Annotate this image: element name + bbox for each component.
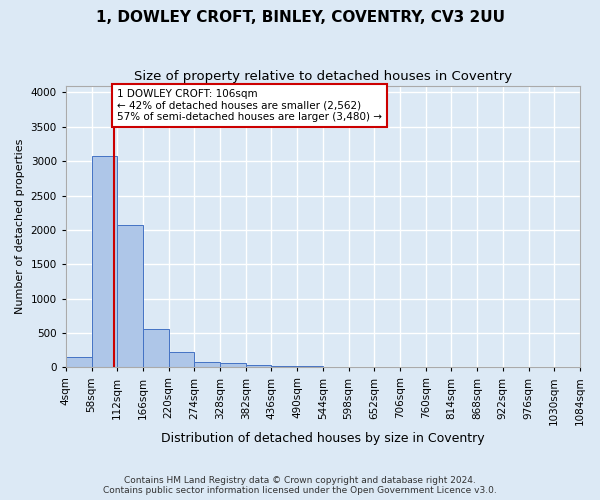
Bar [194,362,220,368]
Bar [169,352,194,368]
Y-axis label: Number of detached properties: Number of detached properties [15,139,25,314]
Bar [220,364,246,368]
Bar [143,329,169,368]
Title: Size of property relative to detached houses in Coventry: Size of property relative to detached ho… [134,70,512,83]
Text: 1, DOWLEY CROFT, BINLEY, COVENTRY, CV3 2UU: 1, DOWLEY CROFT, BINLEY, COVENTRY, CV3 2… [95,10,505,25]
Bar [246,364,271,368]
Bar [117,225,143,368]
Text: Contains HM Land Registry data © Crown copyright and database right 2024.
Contai: Contains HM Land Registry data © Crown c… [103,476,497,495]
Bar [271,366,297,368]
Bar [323,366,349,368]
Bar [297,366,323,368]
Bar [92,156,117,368]
Bar [66,357,92,368]
Bar [349,367,374,368]
Text: 1 DOWLEY CROFT: 106sqm
← 42% of detached houses are smaller (2,562)
57% of semi-: 1 DOWLEY CROFT: 106sqm ← 42% of detached… [117,89,382,122]
X-axis label: Distribution of detached houses by size in Coventry: Distribution of detached houses by size … [161,432,485,445]
